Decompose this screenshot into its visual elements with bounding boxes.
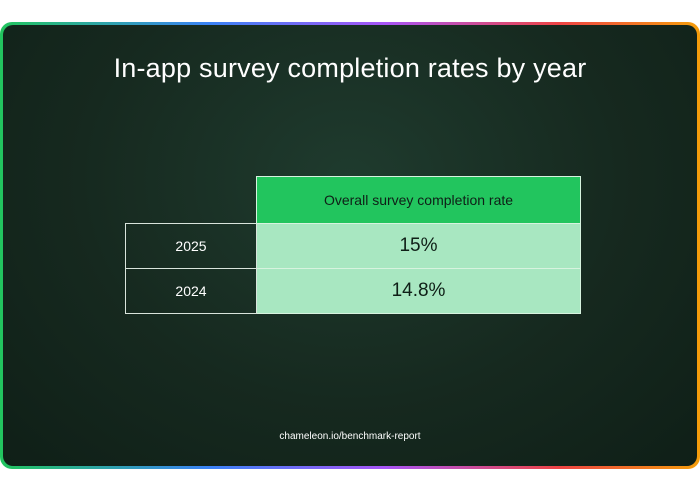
chart-title: In-app survey completion rates by year [113,53,587,83]
row-value-rate: 14.8% [256,268,581,314]
source-footer: chameleon.io/benchmark-report [279,431,421,442]
row-value-rate: 15% [256,223,581,269]
completion-rate-table: Overall survey completion rate 2025 15% … [125,176,581,314]
report-card: In-app survey completion rates by year O… [3,25,697,466]
column-header-completion-rate: Overall survey completion rate [256,176,581,224]
gradient-border-frame: In-app survey completion rates by year O… [0,22,700,469]
row-label-year: 2024 [125,268,257,314]
table-header-row: Overall survey completion rate [126,176,581,224]
row-label-year: 2025 [125,223,257,269]
table-row: 2025 15% [125,223,581,269]
table-corner-cell [126,177,257,224]
table-row: 2024 14.8% [125,268,581,314]
